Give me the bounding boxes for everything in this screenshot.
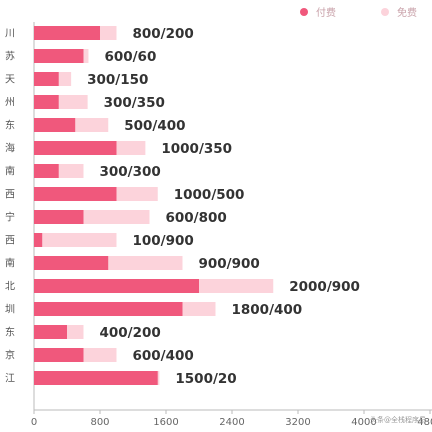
data-label: 400/200: [100, 325, 161, 341]
category-label: 西: [5, 236, 15, 247]
bar-free: [199, 279, 274, 293]
category-label: 宁: [5, 211, 15, 224]
bar-paid: [34, 49, 84, 63]
legend-swatch-paid: [300, 8, 308, 16]
data-labels: 800/200 600/60 300/150 300/350 500/400 1000/3…: [87, 26, 360, 387]
data-label: 800/200: [133, 26, 194, 42]
data-label: 100/900: [133, 233, 194, 249]
category-label: 南: [5, 257, 15, 270]
bar-free: [42, 233, 117, 247]
legend: 付费 免费: [300, 6, 417, 19]
bar-free: [182, 302, 216, 316]
bar-paid: [34, 141, 117, 155]
x-tick-label: 800: [90, 417, 109, 428]
x-tick-label: 3200: [285, 417, 310, 428]
data-label: 900/900: [199, 256, 260, 272]
category-label: 苏: [5, 50, 15, 63]
bar-free: [83, 348, 117, 362]
bar-paid: [34, 279, 199, 293]
watermark: 头条@全栈程序员: [370, 415, 426, 424]
bar-paid: [34, 95, 59, 109]
x-tick-label: 4800: [417, 417, 432, 428]
bar-paid: [34, 348, 84, 362]
x-axis-ticks: 0 800 1600 2400 3200 4000 4800: [31, 410, 432, 428]
data-label: 2000/900: [289, 279, 360, 295]
data-label: 600/800: [166, 210, 227, 226]
bar-free: [116, 141, 146, 155]
category-label: 京: [5, 349, 15, 362]
bar-paid: [34, 118, 76, 132]
data-label: 300/350: [104, 95, 165, 111]
data-label: 1500/20: [175, 371, 236, 387]
x-tick-label: 2400: [219, 417, 244, 428]
bar-paid: [34, 256, 109, 270]
data-label: 1000/350: [161, 141, 232, 157]
bar-free: [58, 95, 88, 109]
bar-free: [83, 210, 150, 224]
data-label: 300/150: [87, 72, 148, 88]
x-tick-label: 1600: [153, 417, 178, 428]
data-label: 1800/400: [232, 302, 303, 318]
bar-paid: [34, 26, 100, 40]
bars-group: [34, 26, 274, 385]
bar-paid: [34, 187, 117, 201]
category-label: 川: [5, 29, 15, 40]
bar-free: [58, 164, 84, 178]
category-label: 圳: [5, 304, 15, 316]
data-label: 600/400: [133, 348, 194, 364]
category-label: 天: [5, 75, 15, 86]
data-label: 300/300: [100, 164, 161, 180]
legend-label-free: 免费: [397, 6, 417, 19]
bar-paid: [34, 72, 59, 86]
bar-free: [58, 72, 72, 86]
category-label: 南: [5, 165, 15, 178]
bar-paid: [34, 164, 59, 178]
bar-free: [116, 187, 158, 201]
bar-free: [75, 118, 109, 132]
bar-paid: [34, 302, 183, 316]
bar-free: [157, 371, 160, 385]
category-label: 州: [5, 97, 15, 109]
bar-paid: [34, 325, 67, 339]
category-label: 东: [5, 326, 15, 339]
category-label: 东: [5, 119, 15, 132]
legend-label-paid: 付费: [316, 6, 336, 19]
data-label: 1000/500: [174, 187, 245, 203]
category-label: 江: [5, 373, 15, 385]
x-tick-label: 0: [31, 417, 37, 428]
bar-free: [83, 49, 89, 63]
data-label: 500/400: [124, 118, 185, 134]
bar-paid: [34, 371, 158, 385]
x-tick-label: 4000: [351, 417, 376, 428]
bar-free: [108, 256, 183, 270]
data-label: 600/60: [104, 49, 156, 65]
bar-paid: [34, 210, 84, 224]
category-label: 北: [5, 281, 15, 293]
bar-free: [67, 325, 84, 339]
legend-swatch-free: [381, 8, 389, 16]
category-label: 西: [5, 190, 15, 201]
category-label: 海: [5, 142, 15, 155]
bar-paid: [34, 233, 43, 247]
bar-free: [100, 26, 117, 40]
